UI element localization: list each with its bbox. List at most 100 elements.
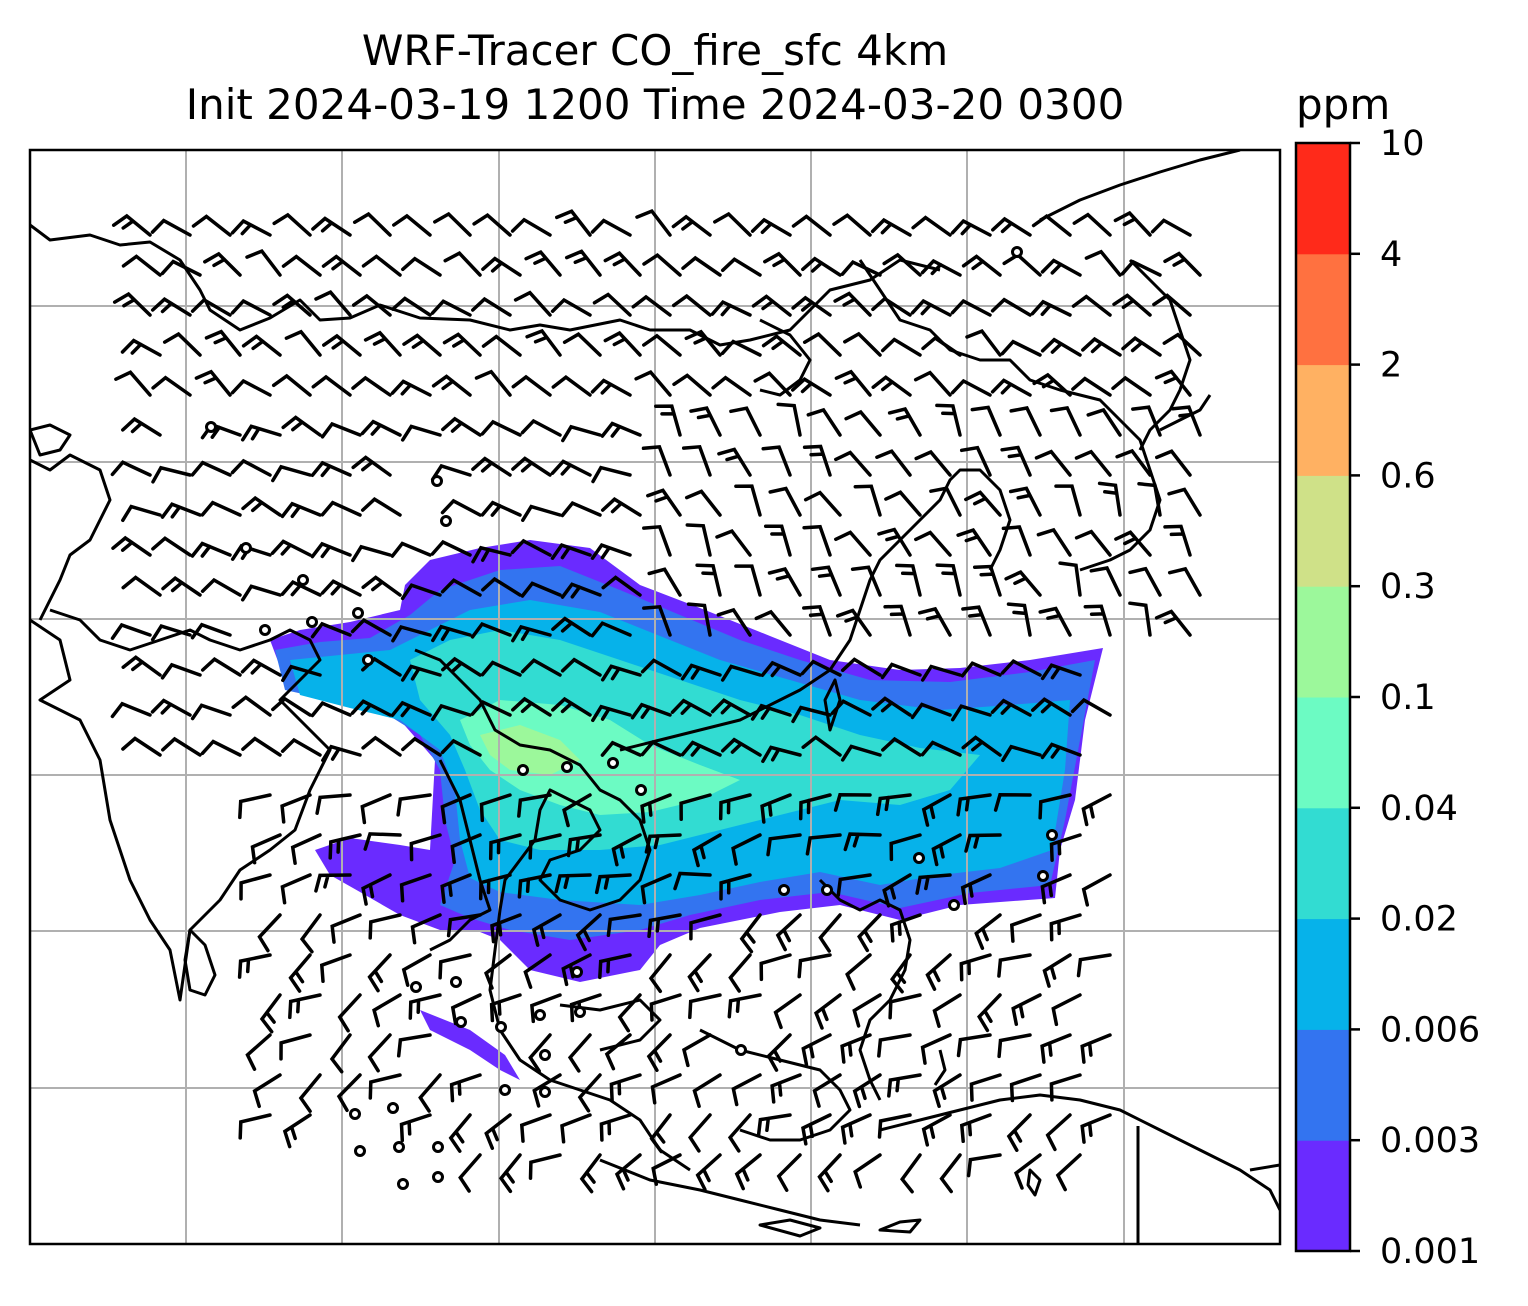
wind-barb xyxy=(830,699,872,717)
wind-barb xyxy=(315,793,352,815)
wind-barb xyxy=(409,833,442,862)
wind-barb xyxy=(715,528,752,557)
wind-barb xyxy=(121,416,162,437)
wind-barb xyxy=(400,424,442,442)
wind-barb xyxy=(647,913,682,939)
wind-barb xyxy=(1008,486,1042,517)
wind-barb xyxy=(1001,744,1042,763)
wind-barb xyxy=(843,331,882,357)
wind-barb xyxy=(671,214,712,237)
wind-barb xyxy=(914,449,952,477)
wind-barb xyxy=(753,371,792,397)
wind-barb xyxy=(151,536,192,557)
wind-barb xyxy=(551,616,592,637)
wind-barb xyxy=(960,873,992,906)
wind-barb xyxy=(310,621,352,639)
calm-wind-circle xyxy=(410,981,422,993)
wind-barb xyxy=(801,1033,832,1067)
wind-barb xyxy=(1004,569,1042,597)
wind-barb xyxy=(561,424,602,443)
wind-barb xyxy=(990,378,1032,397)
wind-barb xyxy=(681,1033,712,1068)
wind-barb xyxy=(882,873,912,908)
calm-wind-circle xyxy=(735,1044,747,1056)
calm-wind-circle xyxy=(539,1086,551,1098)
wind-barb xyxy=(194,369,232,397)
wind-barb xyxy=(688,1113,712,1153)
wind-barb xyxy=(319,953,352,983)
wind-barb xyxy=(960,661,1002,678)
wind-barb xyxy=(519,1113,552,1143)
wind-barb xyxy=(606,913,642,938)
wind-barb xyxy=(272,212,312,237)
wind-barb xyxy=(775,913,802,952)
wind-barb xyxy=(895,563,922,597)
wind-barb xyxy=(687,953,712,993)
wind-barb xyxy=(401,256,442,277)
wind-barb xyxy=(993,793,1032,812)
wind-barb xyxy=(845,953,872,991)
wind-barb xyxy=(684,329,722,357)
colorbar-tick-label: 0.001 xyxy=(1380,1232,1480,1272)
wind-barb xyxy=(204,329,242,357)
wind-barb xyxy=(914,530,952,557)
wind-barb xyxy=(1009,1073,1042,1103)
wind-barb xyxy=(481,256,522,277)
wind-barb xyxy=(562,793,592,828)
wind-barb xyxy=(440,738,482,757)
colorbar xyxy=(1294,141,1352,1253)
wind-barb xyxy=(440,873,472,904)
wind-barb xyxy=(920,740,962,757)
wind-barb xyxy=(441,656,482,677)
wind-barb xyxy=(240,658,282,677)
wind-barb xyxy=(727,993,762,1019)
gridlines xyxy=(30,150,1280,1244)
wind-barb xyxy=(450,833,482,865)
wind-barb xyxy=(1080,1113,1112,1144)
wind-barb xyxy=(646,1033,672,1072)
wind-barb xyxy=(449,1073,482,1103)
wind-barb xyxy=(641,445,672,477)
wind-barb xyxy=(1000,659,1042,677)
wind-barb xyxy=(511,624,552,643)
calm-wind-circle xyxy=(431,475,443,487)
wind-barb xyxy=(925,953,952,991)
wind-barb xyxy=(750,217,792,237)
wind-barb xyxy=(681,444,712,477)
calm-wind-circle xyxy=(240,542,252,554)
wind-barb xyxy=(1013,1153,1042,1190)
wind-barb xyxy=(751,294,792,317)
wind-barb xyxy=(932,1073,962,1108)
wind-barb xyxy=(798,793,832,821)
wind-barb xyxy=(481,334,522,357)
wind-barb xyxy=(720,737,762,757)
wind-barb xyxy=(805,833,842,856)
wind-barb xyxy=(314,873,352,893)
wind-barb xyxy=(481,576,522,597)
wind-barb xyxy=(161,576,202,597)
wind-barb xyxy=(834,450,872,477)
wind-barb xyxy=(517,873,552,899)
wind-barb xyxy=(238,1113,272,1140)
wind-barb xyxy=(430,539,472,557)
wind-barb xyxy=(592,292,632,317)
wind-barb xyxy=(791,214,832,237)
wind-barb xyxy=(590,543,632,560)
wind-barb xyxy=(801,1113,832,1146)
wind-barb xyxy=(472,213,512,237)
wind-barb xyxy=(921,335,962,357)
wind-barb xyxy=(257,913,282,953)
wind-barb xyxy=(200,577,242,597)
wind-barb xyxy=(974,913,1002,950)
wind-barb xyxy=(950,218,992,237)
wind-barb xyxy=(1089,566,1122,597)
wind-barb xyxy=(320,421,362,439)
wind-barb xyxy=(271,696,312,717)
wind-barb xyxy=(759,953,792,982)
wind-barb xyxy=(330,913,362,944)
colorbar-bin-0.3-0.6 xyxy=(1296,475,1350,587)
wind-barb xyxy=(270,539,312,557)
wind-barb xyxy=(1111,375,1152,397)
wind-barb xyxy=(649,1113,672,1154)
